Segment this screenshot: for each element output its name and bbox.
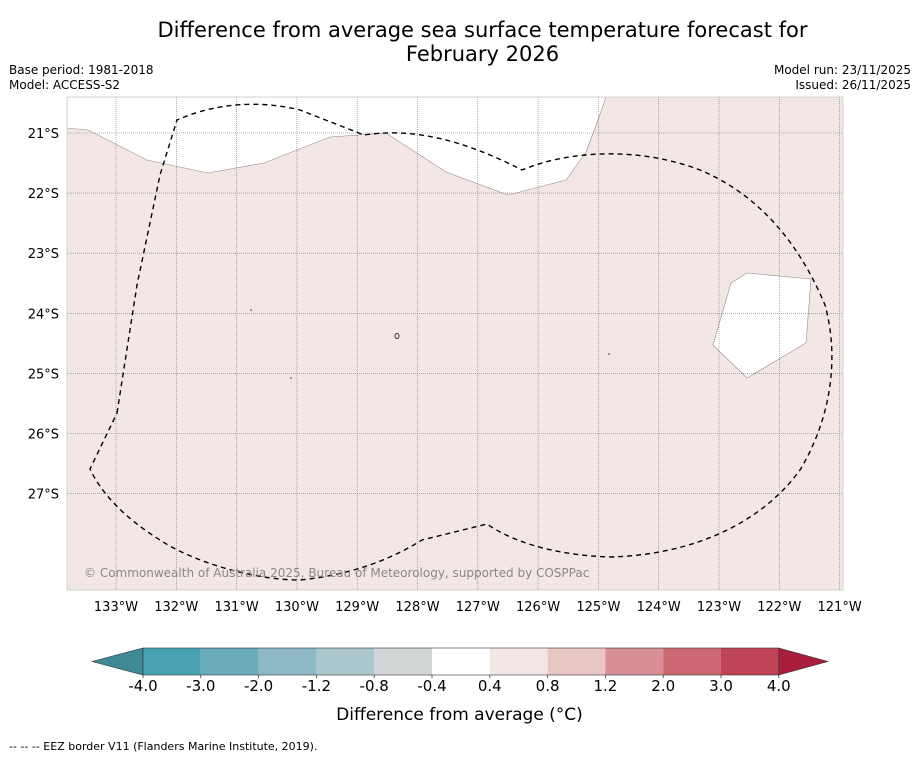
colorbar bbox=[90, 647, 830, 676]
colorbar-segment bbox=[200, 648, 259, 675]
colorbar-segment bbox=[258, 648, 317, 675]
colorbar-segment bbox=[143, 648, 201, 675]
colorbar-segment bbox=[663, 648, 721, 675]
longitude-label: 128°W bbox=[395, 600, 439, 615]
colorbar-over-arrow bbox=[778, 647, 830, 676]
longitude-labels: 133°W 132°W 131°W 130°W 129°W 128°W 127°W 126°W… bbox=[94, 600, 862, 615]
latitude-label: 25°S bbox=[28, 367, 59, 382]
latitude-label: 23°S bbox=[28, 247, 59, 262]
colorbar-tick-label: 2.0 bbox=[651, 677, 675, 695]
longitude-label: 122°W bbox=[757, 600, 801, 615]
colorbar-segment bbox=[547, 648, 606, 675]
title-line-2: February 2026 bbox=[405, 42, 560, 66]
colorbar-segment bbox=[316, 648, 375, 675]
longitude-label: 129°W bbox=[335, 600, 379, 615]
colorbar-label-text: Difference from average (°C) bbox=[336, 705, 583, 725]
colorbar-segment bbox=[374, 648, 432, 675]
colorbar-tick-label: -2.0 bbox=[244, 677, 273, 695]
longitude-label: 126°W bbox=[516, 600, 560, 615]
colorbar-tick-label: 3.0 bbox=[709, 677, 733, 695]
copyright-text: © Commonwealth of Australia 2025, Bureau… bbox=[84, 566, 589, 580]
colorbar-tick-label: -3.0 bbox=[186, 677, 215, 695]
colorbar-under-arrow bbox=[90, 647, 144, 676]
latitude-label: 21°S bbox=[28, 127, 59, 142]
latitude-label: 24°S bbox=[28, 307, 59, 322]
latitude-label: 27°S bbox=[28, 488, 59, 503]
model-name: Model: ACCESS-S2 bbox=[9, 78, 121, 92]
map-frame bbox=[66, 96, 844, 591]
longitude-label: 130°W bbox=[275, 600, 319, 615]
colorbar-outline bbox=[142, 647, 780, 676]
colorbar-tick-label: 4.0 bbox=[767, 677, 791, 695]
colorbar-tick-label: -4.0 bbox=[128, 677, 157, 695]
meta-left: Base period: 1981-2018 Model: ACCESS-S2 bbox=[9, 63, 154, 93]
title-line-1: Difference from average sea surface temp… bbox=[157, 18, 808, 42]
colorbar-segment bbox=[432, 648, 490, 675]
longitude-label: 121°W bbox=[818, 600, 862, 615]
meta-right: Model run: 23/11/2025 Issued: 26/11/2025 bbox=[774, 63, 911, 93]
colorbar-segment bbox=[489, 648, 548, 675]
longitude-label: 123°W bbox=[697, 600, 741, 615]
latitude-labels: 21°S 22°S 23°S 24°S 25°S 26°S 27°S bbox=[28, 127, 59, 503]
neutral-region-east bbox=[712, 272, 812, 379]
island-marker bbox=[250, 309, 252, 311]
colorbar-tick-label: -0.8 bbox=[360, 677, 389, 695]
base-period: Base period: 1981-2018 bbox=[9, 63, 154, 77]
longitude-label: 133°W bbox=[94, 600, 138, 615]
colorbar-segment bbox=[605, 648, 664, 675]
eez-border bbox=[89, 103, 833, 581]
map-title: Difference from average sea surface temp… bbox=[60, 18, 905, 66]
colorbar-ticks: -4.0 -3.0 -2.0 -1.2 -0.8 -0.4 0.4 0.8 1.2 2.0 3.0 4… bbox=[128, 675, 791, 695]
colorbar-segment bbox=[721, 648, 779, 675]
longitude-label: 131°W bbox=[215, 600, 259, 615]
longitude-label: 127°W bbox=[456, 600, 500, 615]
colorbar-tick-label: -1.2 bbox=[302, 677, 331, 695]
longitude-label: 125°W bbox=[576, 600, 620, 615]
issued-date: Issued: 26/11/2025 bbox=[795, 78, 911, 92]
island-marker bbox=[290, 377, 292, 379]
colorbar-tick-label: 0.4 bbox=[478, 677, 502, 695]
island-marker bbox=[394, 333, 400, 339]
colorbar-tick-label: -0.4 bbox=[417, 677, 446, 695]
latitude-label: 22°S bbox=[28, 187, 59, 202]
longitude-label: 124°W bbox=[637, 600, 681, 615]
colorbar-label: Difference from average (°C) bbox=[0, 705, 919, 725]
colorbar-tick-label: 1.2 bbox=[593, 677, 617, 695]
graticule bbox=[67, 97, 843, 590]
colorbar-tick-label: 0.8 bbox=[536, 677, 560, 695]
island-marker bbox=[608, 353, 610, 355]
model-run: Model run: 23/11/2025 bbox=[773, 63, 911, 77]
latitude-label: 26°S bbox=[28, 428, 59, 443]
eez-footnote: -- -- -- EEZ border V11 (Flanders Marine… bbox=[9, 740, 318, 753]
longitude-label: 132°W bbox=[154, 600, 198, 615]
